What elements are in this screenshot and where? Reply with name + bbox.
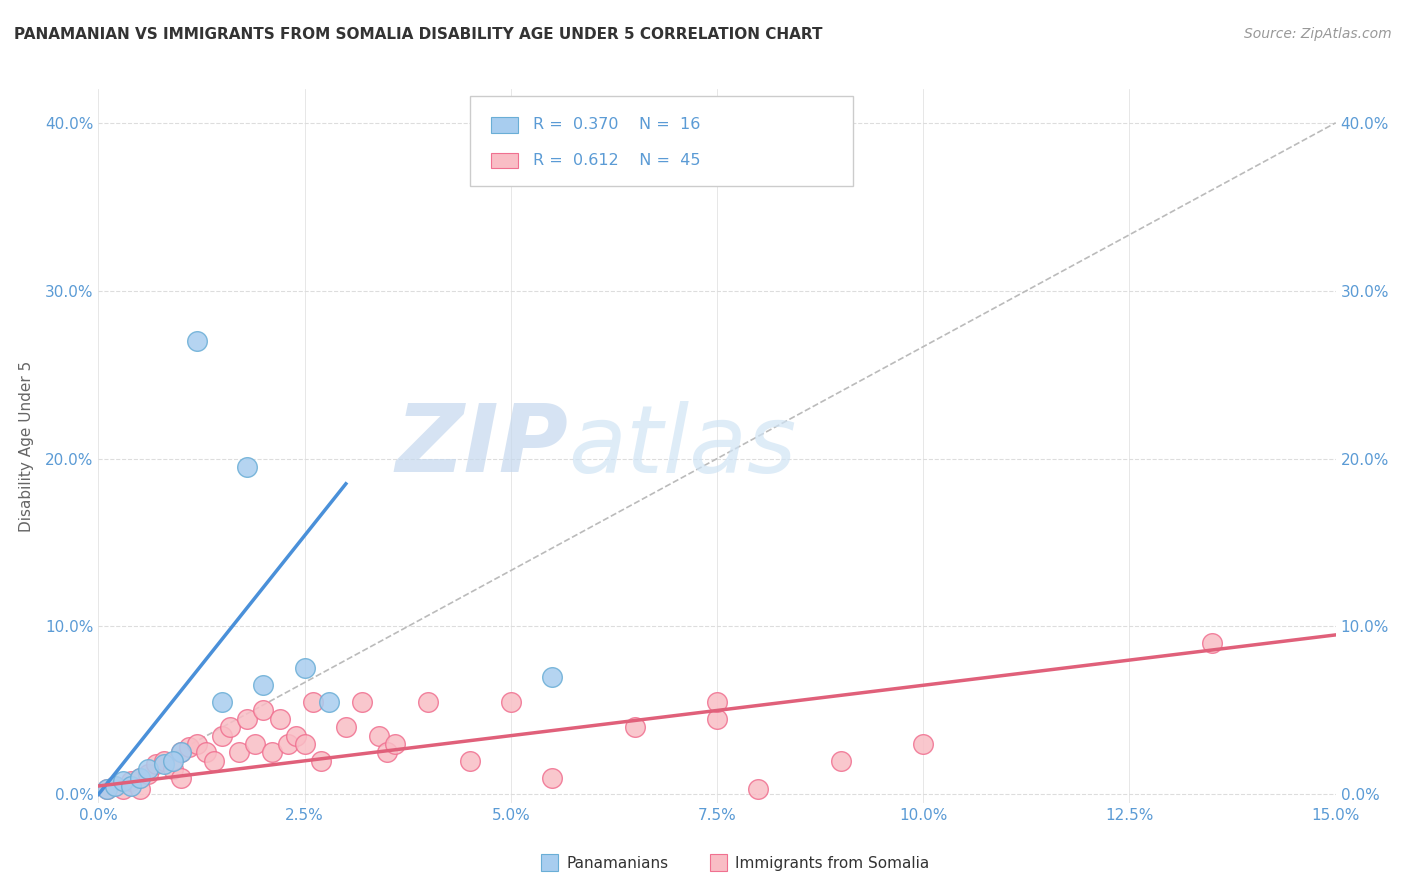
Point (418, 695, 440, 709)
Text: R =  0.370    N =  16: R = 0.370 N = 16 (533, 118, 700, 132)
Point (128, 771, 150, 785)
Point (128, 782, 150, 797)
Point (541, 670, 564, 684)
Point (120, 774, 142, 789)
Text: atlas: atlas (568, 401, 797, 491)
Point (211, 729, 233, 743)
Point (499, 695, 522, 709)
Point (747, 782, 769, 797)
Point (277, 737, 299, 751)
Text: Source: ZipAtlas.com: Source: ZipAtlas.com (1244, 27, 1392, 41)
Point (228, 746, 250, 760)
Point (128, 771, 150, 785)
Point (367, 729, 389, 743)
Point (136, 767, 159, 781)
Point (252, 703, 274, 717)
Point (202, 754, 225, 768)
Point (211, 695, 233, 709)
Point (352, 695, 374, 709)
Point (104, 779, 127, 793)
Point (112, 782, 135, 797)
Bar (491, 153, 517, 169)
Point (309, 754, 332, 768)
Point (706, 712, 728, 726)
Text: Immigrants from Somalia: Immigrants from Somalia (735, 856, 929, 871)
Point (302, 695, 325, 709)
Point (170, 746, 193, 760)
Text: R =  0.612    N =  45: R = 0.612 N = 45 (533, 153, 700, 168)
Text: Panamanians: Panamanians (567, 856, 669, 871)
Point (458, 754, 481, 768)
Point (384, 737, 406, 751)
Point (179, 740, 201, 755)
Point (285, 729, 308, 743)
Point (145, 757, 167, 772)
Point (186, 737, 208, 751)
Point (243, 737, 266, 751)
Point (269, 712, 291, 726)
Point (170, 746, 193, 760)
FancyBboxPatch shape (470, 96, 853, 186)
Y-axis label: Disability Age Under 5: Disability Age Under 5 (18, 360, 34, 532)
Point (236, 712, 259, 726)
Point (294, 737, 316, 751)
Point (112, 774, 135, 789)
Point (153, 757, 176, 772)
Point (96, 782, 118, 797)
Point (912, 737, 935, 751)
Point (294, 661, 316, 675)
Point (162, 762, 184, 776)
Point (541, 771, 564, 785)
Text: PANAMANIAN VS IMMIGRANTS FROM SOMALIA DISABILITY AGE UNDER 5 CORRELATION CHART: PANAMANIAN VS IMMIGRANTS FROM SOMALIA DI… (14, 27, 823, 42)
Point (706, 695, 728, 709)
Bar (491, 117, 517, 133)
Point (96, 782, 118, 797)
Point (186, 334, 208, 348)
Point (830, 754, 852, 768)
Point (260, 746, 283, 760)
Point (375, 746, 398, 760)
Point (170, 771, 193, 785)
Point (252, 678, 274, 692)
Point (120, 779, 142, 793)
Point (318, 695, 340, 709)
Point (219, 720, 242, 734)
Text: ZIP: ZIP (395, 400, 568, 492)
Point (194, 746, 217, 760)
Point (335, 720, 357, 734)
Point (153, 754, 176, 768)
Point (236, 460, 259, 475)
Point (136, 762, 159, 776)
Point (104, 779, 127, 793)
Point (623, 720, 645, 734)
Point (162, 754, 184, 768)
Point (1201, 636, 1223, 650)
